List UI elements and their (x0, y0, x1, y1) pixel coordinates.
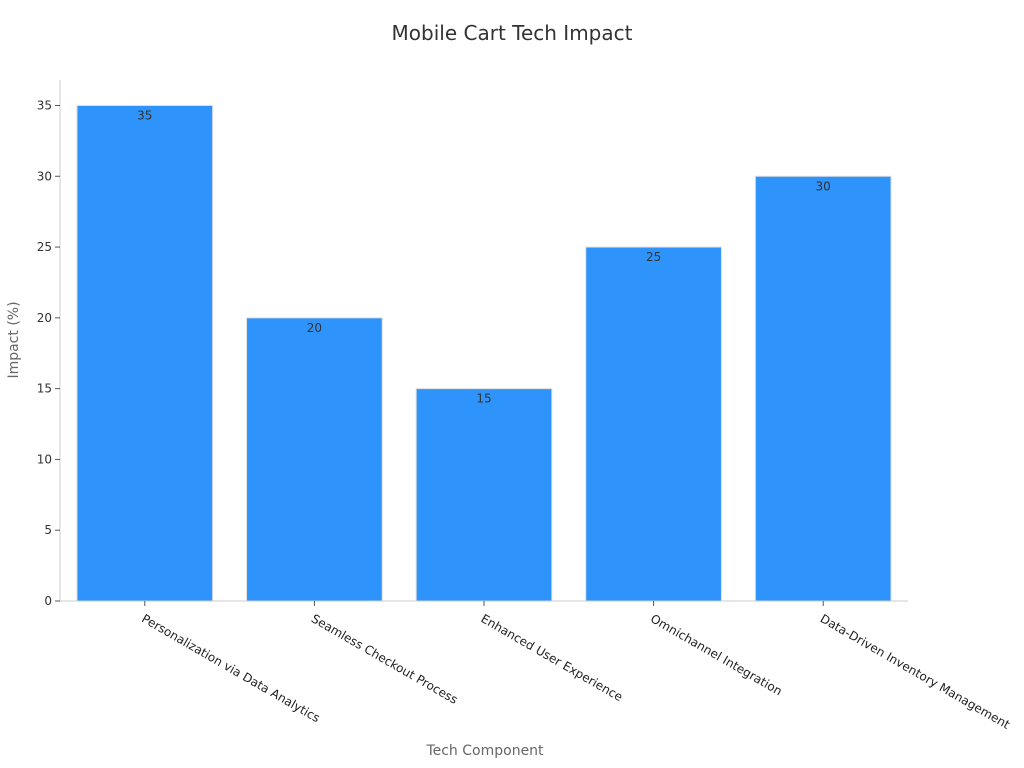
data-label: 20 (307, 321, 322, 335)
y-tick-label: 20 (37, 311, 52, 325)
x-tick-label: Personalization via Data Analytics (139, 611, 322, 725)
x-tick-label: Enhanced User Experience (479, 611, 626, 704)
y-axis-title: Impact (%) (6, 301, 22, 378)
data-label: 15 (476, 392, 491, 406)
bars-group (76, 104, 892, 602)
x-tick-label: Omnichannel Integration (648, 611, 784, 698)
y-tick-label: 0 (44, 594, 52, 608)
chart-title: Mobile Cart Tech Impact (392, 21, 633, 45)
y-tick-label: 35 (37, 98, 52, 112)
y-tick-label: 5 (44, 523, 52, 537)
x-tick-label: Data-Driven Inventory Management (818, 611, 1013, 732)
y-tick-label: 30 (37, 169, 52, 183)
y-tick-label: 15 (37, 382, 52, 396)
bar (585, 246, 722, 602)
bar (246, 317, 383, 602)
data-label: 30 (816, 179, 831, 193)
data-label: 25 (646, 250, 661, 264)
y-tick-label: 10 (37, 452, 52, 466)
bar (754, 175, 892, 602)
x-tick-label: Seamless Checkout Process (309, 611, 460, 706)
y-tick-label: 25 (37, 240, 52, 254)
x-axis-title: Tech Component (425, 743, 544, 759)
bar (76, 104, 214, 602)
bar (415, 388, 553, 602)
data-label: 35 (137, 108, 152, 122)
axes-group: 0 5 10 15 20 25 30 35 (37, 80, 908, 608)
